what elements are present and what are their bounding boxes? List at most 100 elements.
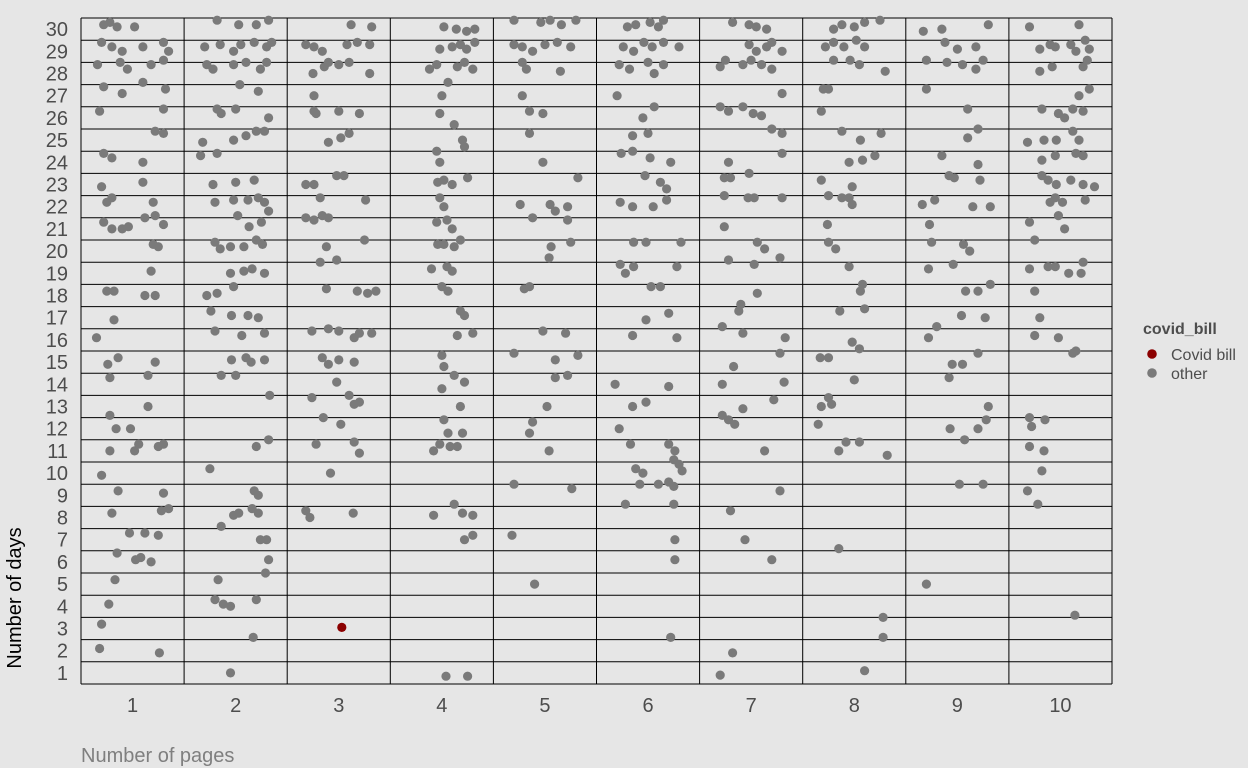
point-other bbox=[672, 262, 682, 272]
point-other bbox=[336, 133, 346, 143]
point-other bbox=[259, 355, 270, 365]
point-other bbox=[202, 290, 212, 301]
point-other bbox=[332, 377, 342, 387]
point-other bbox=[670, 555, 680, 565]
point-other bbox=[760, 446, 770, 456]
point-other bbox=[744, 40, 754, 50]
point-other bbox=[235, 80, 245, 90]
point-other bbox=[566, 42, 576, 52]
point-other bbox=[158, 439, 169, 449]
point-other bbox=[744, 20, 754, 30]
point-other bbox=[206, 306, 216, 316]
point-other bbox=[1027, 421, 1037, 432]
point-other bbox=[208, 179, 218, 190]
point-other bbox=[307, 326, 317, 336]
point-other bbox=[125, 424, 136, 434]
point-other bbox=[924, 219, 935, 230]
point-other bbox=[104, 599, 114, 609]
point-other bbox=[719, 222, 729, 232]
point-other bbox=[567, 484, 577, 494]
point-other bbox=[115, 57, 125, 67]
point-other bbox=[1030, 235, 1040, 245]
y-tick-label: 16 bbox=[46, 330, 68, 352]
point-other bbox=[130, 22, 140, 32]
point-other bbox=[954, 479, 965, 489]
point-other bbox=[352, 286, 362, 296]
point-other bbox=[317, 46, 327, 56]
y-tick-label: 2 bbox=[57, 641, 68, 663]
point-other bbox=[760, 244, 770, 254]
point-other bbox=[107, 224, 117, 234]
point-other bbox=[307, 393, 317, 403]
y-tick-label: 4 bbox=[57, 596, 68, 618]
legend-title: covid_bill bbox=[1143, 321, 1217, 338]
point-other bbox=[816, 106, 826, 116]
point-other bbox=[563, 370, 573, 380]
point-other bbox=[730, 419, 740, 429]
point-other bbox=[566, 237, 576, 247]
y-tick-label: 9 bbox=[57, 485, 68, 507]
point-other bbox=[550, 373, 560, 383]
y-tick-label: 22 bbox=[46, 197, 68, 219]
legend-key bbox=[1147, 368, 1157, 378]
point-other bbox=[550, 355, 560, 365]
point-other bbox=[243, 195, 253, 205]
point-other bbox=[424, 64, 435, 74]
point-other bbox=[823, 84, 834, 94]
point-other bbox=[509, 348, 519, 358]
point-other bbox=[978, 55, 988, 65]
point-other bbox=[777, 148, 787, 158]
point-other bbox=[561, 328, 571, 338]
point-other bbox=[719, 191, 729, 201]
point-other bbox=[439, 175, 449, 185]
point-other bbox=[615, 197, 625, 207]
point-other bbox=[301, 506, 311, 516]
point-other bbox=[117, 46, 127, 56]
point-other bbox=[664, 308, 674, 318]
point-other bbox=[344, 390, 354, 400]
point-other bbox=[253, 313, 263, 323]
point-other bbox=[117, 88, 127, 99]
point-other bbox=[509, 40, 519, 50]
point-other bbox=[1089, 182, 1100, 192]
point-other bbox=[150, 357, 160, 367]
point-other bbox=[666, 157, 676, 167]
point-other bbox=[571, 15, 581, 25]
point-other bbox=[921, 84, 932, 94]
point-other bbox=[435, 193, 445, 203]
point-other bbox=[670, 535, 680, 545]
point-other bbox=[849, 22, 859, 32]
y-tick-label: 11 bbox=[47, 441, 68, 463]
point-other bbox=[248, 632, 258, 643]
point-other bbox=[365, 40, 375, 50]
point-other bbox=[437, 384, 447, 394]
x-axis-tick-labels: 1 2 3 4 5 6 7 8 9 10 bbox=[127, 695, 1072, 717]
point-other bbox=[823, 191, 834, 201]
point-other bbox=[244, 222, 254, 232]
point-other bbox=[215, 244, 225, 254]
point-other bbox=[515, 199, 525, 210]
point-other bbox=[247, 264, 257, 274]
point-other bbox=[860, 666, 870, 676]
point-other bbox=[111, 424, 121, 434]
point-other bbox=[150, 290, 160, 301]
point-other bbox=[720, 55, 731, 65]
point-other bbox=[918, 26, 928, 36]
point-other bbox=[99, 148, 109, 158]
point-other bbox=[744, 168, 754, 178]
point-other bbox=[854, 60, 865, 70]
point-other bbox=[451, 24, 461, 34]
point-other bbox=[767, 37, 777, 48]
x-tick-label: 7 bbox=[746, 695, 757, 717]
point-other bbox=[158, 104, 169, 114]
point-other bbox=[210, 595, 220, 605]
x-tick-label: 8 bbox=[849, 695, 860, 717]
point-other bbox=[655, 177, 666, 187]
y-tick-label: 3 bbox=[57, 619, 68, 641]
point-other bbox=[813, 419, 823, 429]
point-other bbox=[463, 173, 473, 183]
point-other bbox=[1039, 135, 1049, 145]
point-other bbox=[371, 286, 381, 296]
point-other bbox=[156, 506, 166, 516]
point-other bbox=[921, 579, 932, 589]
